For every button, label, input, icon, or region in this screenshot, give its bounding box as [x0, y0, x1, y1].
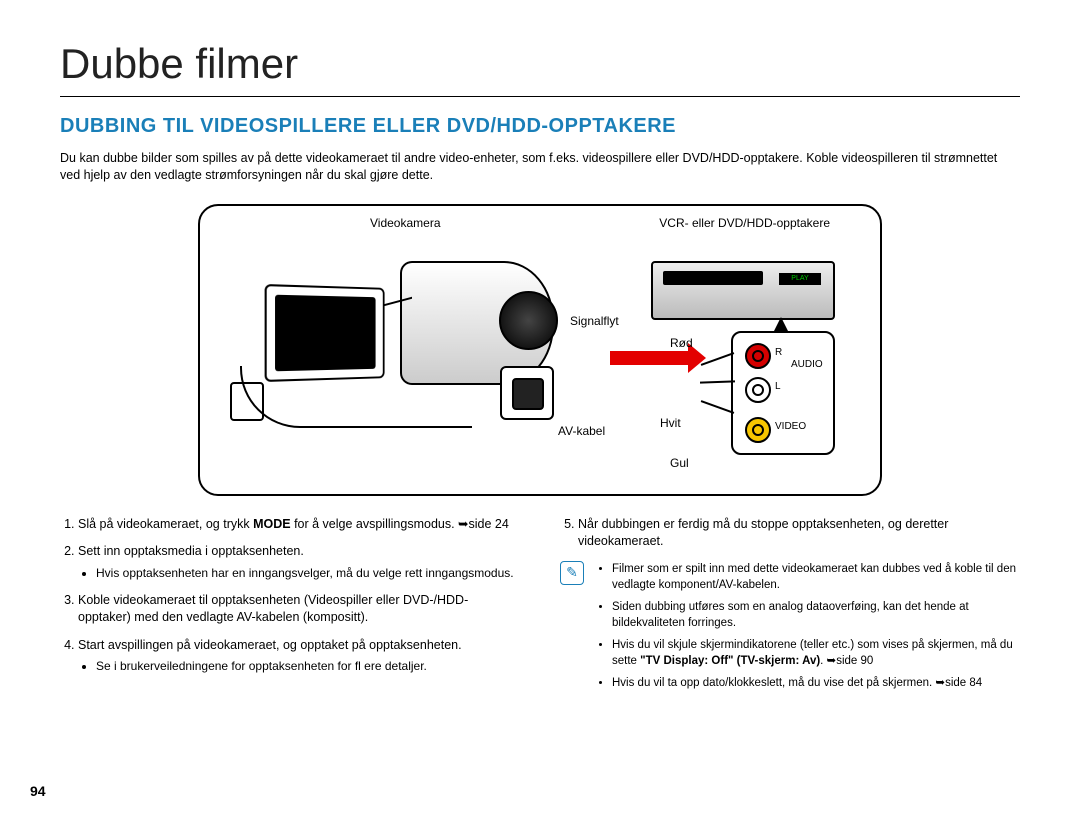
step-2-sub: Hvis opptaksenheten har en inngangsvelge… — [96, 565, 520, 582]
section-subtitle: DUBBING TIL VIDEOSPILLERE ELLER DVD/HDD-… — [60, 115, 1020, 138]
label-avcable: AV-kabel — [558, 424, 605, 438]
vcr-icon — [651, 261, 835, 320]
step-5: Når dubbingen er ferdig må du stoppe opp… — [578, 516, 1020, 551]
label-video: VIDEO — [775, 421, 806, 432]
step-list-right: Når dubbingen er ferdig må du stoppe opp… — [560, 516, 1020, 551]
label-audio: AUDIO — [791, 359, 823, 370]
av-connector-icon — [500, 366, 554, 420]
manual-page: Dubbe filmer DUBBING TIL VIDEOSPILLERE E… — [0, 0, 1080, 827]
step-3: Koble videokameraet til opptaksenheten (… — [78, 592, 520, 627]
step-4: Start avspillingen på videokameraet, og … — [78, 637, 520, 675]
rca-white-icon — [745, 377, 771, 403]
label-r: R — [775, 347, 782, 358]
label-camcorder: Videokamera — [370, 216, 441, 230]
step-1: Slå på videokameraet, og trykk MODE for … — [78, 516, 520, 534]
note-list: Filmer som er spilt inn med dette videok… — [594, 561, 1020, 698]
label-red: Rød — [670, 336, 693, 350]
intro-paragraph: Du kan dubbe bilder som spilles av på de… — [60, 150, 1020, 184]
step-list-left: Slå på videokameraet, og trykk MODE for … — [60, 516, 520, 675]
note-1: Filmer som er spilt inn med dette videok… — [612, 561, 1020, 593]
camcorder-lens — [499, 291, 558, 350]
step-2: Sett inn opptaksmedia i opptaksenheten. … — [78, 543, 520, 581]
right-column: Når dubbingen er ferdig må du stoppe opp… — [560, 516, 1020, 698]
cable-line — [240, 366, 472, 428]
note-icon: ✎ — [560, 561, 584, 585]
note-3: Hvis du vil skjule skjermindikatorene (t… — [612, 637, 1020, 669]
connection-diagram: Videokamera VCR- eller DVD/HDD-opptakere… — [198, 204, 882, 496]
note-2: Siden dubbing utføres som en analog data… — [612, 599, 1020, 631]
note-4: Hvis du vil ta opp dato/klokkeslett, må … — [612, 675, 1020, 691]
instruction-columns: Slå på videokameraet, og trykk MODE for … — [60, 516, 1020, 698]
step-4-sub: Se i brukerveiledningene for opptaksenhe… — [96, 658, 520, 675]
note-block: ✎ Filmer som er spilt inn med dette vide… — [560, 561, 1020, 698]
left-column: Slå på videokameraet, og trykk MODE for … — [60, 516, 520, 698]
rca-red-icon — [745, 343, 771, 369]
label-signalflow: Signalflyt — [570, 314, 619, 328]
page-number: 94 — [30, 783, 46, 799]
label-l: L — [775, 381, 781, 392]
rca-yellow-icon — [745, 417, 771, 443]
label-yellow: Gul — [670, 456, 689, 470]
label-white: Hvit — [660, 416, 681, 430]
title-rule — [60, 96, 1020, 97]
label-vcr: VCR- eller DVD/HDD-opptakere — [659, 216, 830, 230]
signal-arrow-icon — [610, 351, 690, 365]
rca-callout: R AUDIO L VIDEO — [731, 331, 835, 455]
page-title: Dubbe filmer — [60, 40, 1020, 88]
